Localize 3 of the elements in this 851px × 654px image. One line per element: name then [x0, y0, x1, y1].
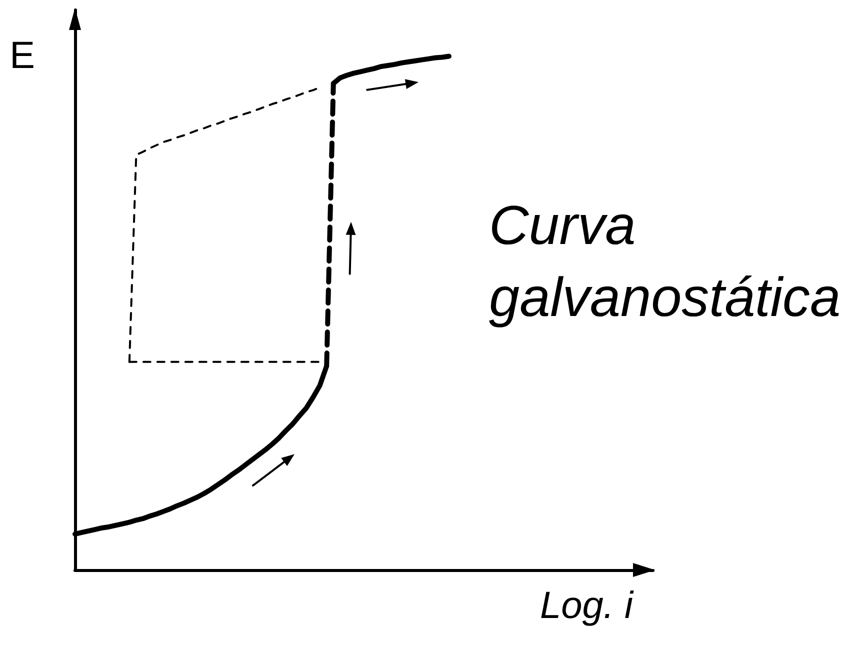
- y-axis-title: E: [10, 35, 35, 77]
- x-axis-title: Log. i: [540, 585, 635, 627]
- text: Curva galvanostática: [489, 194, 841, 328]
